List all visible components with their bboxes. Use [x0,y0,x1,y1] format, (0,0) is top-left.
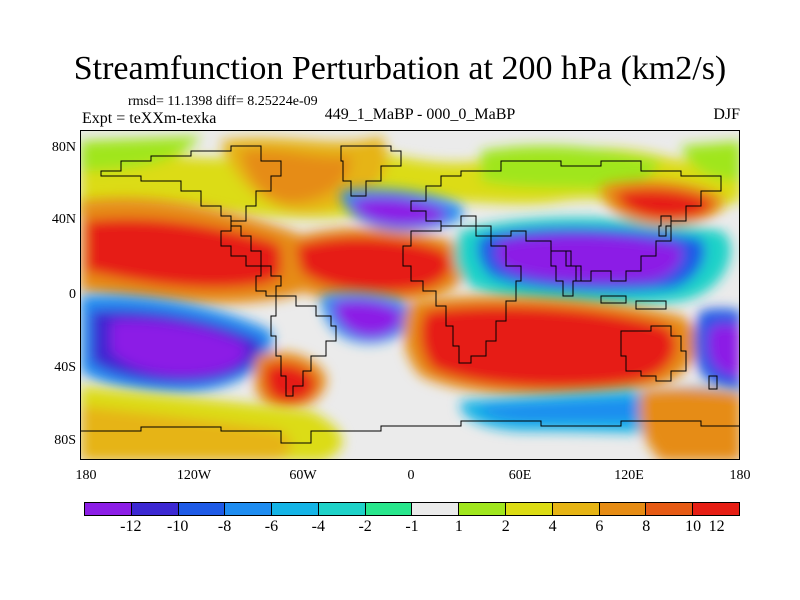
stats-text: rmsd= 11.1398 diff= 8.25224e-09 [128,94,318,109]
colorbar-label: -2 [358,518,372,535]
lon-tick-60w: 60W [289,468,317,483]
colorbar-label: -6 [264,518,279,535]
colorbar-label: 12 [708,518,725,535]
colorbar-label: 4 [548,518,557,535]
colorbar-label: -1 [405,518,419,535]
colorbar-label: 10 [685,518,702,535]
colorbar-label: -4 [311,518,325,535]
lat-tick-40s: 40S [54,360,76,375]
colorbar-swatch [599,503,647,515]
map-panel [80,130,740,460]
colorbar-swatch [318,503,366,515]
lon-tick-60e: 60E [508,468,532,483]
plot-title: Streamfunction Perturbation at 200 hPa (… [73,50,727,87]
lat-tick-80n: 80N [51,140,76,155]
lon-tick-180e: 180 [729,468,751,483]
colorbar-swatch [225,503,273,515]
map-svg [81,131,739,459]
season-label: DJF [713,106,740,123]
lon-tick-0: 0 [407,468,415,483]
colorbar-label: -10 [167,518,189,535]
colorbar-swatch [552,503,600,515]
colorbar-label: 1 [454,518,463,535]
colorbar-label: -8 [217,518,232,535]
coastlines [81,145,739,444]
colorbar-label: 8 [642,518,651,535]
experiment-label: Expt = teXXm-texka [82,110,217,127]
experiment-diff-label: 449_1_MaBP - 000_0_MaBP [324,106,516,123]
colorbar-swatch [178,503,226,515]
colorbar [84,502,740,516]
colorbar-swatch [272,503,319,515]
colorbar-swatch [365,503,413,515]
colorbar-label: 2 [501,518,510,535]
colorbar-swatch [693,503,739,515]
lon-tick-180w: 180 [75,468,97,483]
colorbar-swatch [506,503,553,515]
colorbar-swatch [459,503,507,515]
lon-tick-120w: 120W [176,468,212,483]
lat-tick-0: 0 [69,287,76,302]
colorbar-swatch [85,503,132,515]
colorbar-swatch [131,503,179,515]
contour-field [81,131,739,459]
lat-tick-80s: 80S [54,433,76,448]
lat-tick-40n: 40N [51,212,76,227]
colorbar-label: -12 [120,518,142,535]
lon-tick-120e: 120E [614,468,644,483]
colorbar-swatch [646,503,694,515]
colorbar-label: 6 [595,518,604,535]
colorbar-swatch [412,503,460,515]
